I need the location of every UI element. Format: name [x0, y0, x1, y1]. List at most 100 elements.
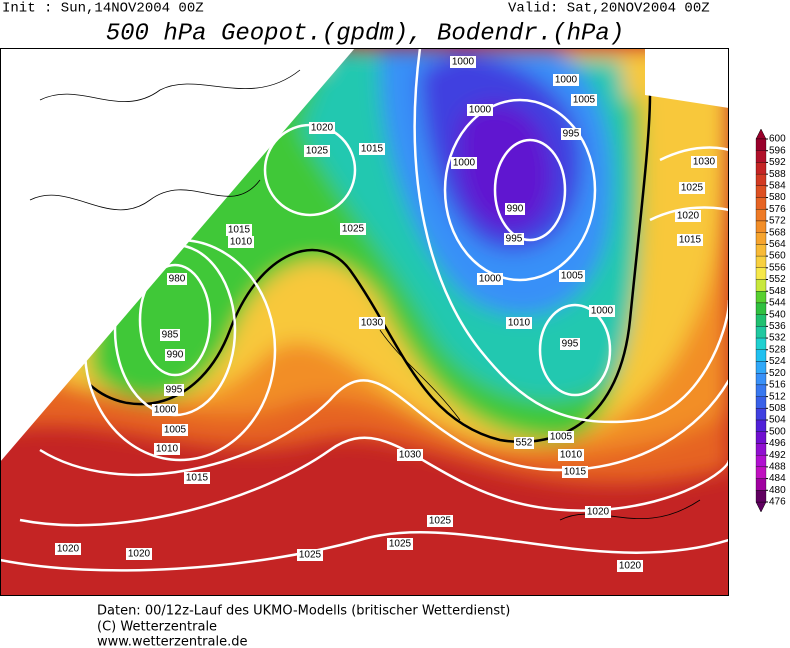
isobar-label-bg — [675, 210, 701, 222]
colorbar-swatch — [755, 279, 767, 292]
colorbar-swatch — [755, 255, 767, 268]
isobar-label: 1025 — [429, 516, 452, 527]
colorbar-swatch — [755, 490, 767, 503]
colorbar-label: 540 — [769, 309, 786, 320]
isobar-label-bg — [427, 515, 453, 527]
colorbar-label: 592 — [769, 157, 786, 168]
colorbar-label: 532 — [769, 333, 786, 344]
colorbar-label: 548 — [769, 286, 786, 297]
colorbar-label: 484 — [769, 473, 786, 484]
colorbar-label: 544 — [769, 298, 786, 309]
isobar-label: 1030 — [399, 450, 422, 461]
isobar-label: 1020 — [128, 549, 151, 560]
colorbar-label: 516 — [769, 380, 786, 391]
colorbar-label: 552 — [769, 274, 786, 285]
isobar-label-bg — [506, 317, 532, 329]
isobar-label: 1030 — [693, 157, 716, 168]
isobar-label-bg — [571, 94, 597, 106]
isobar-label: 995 — [506, 234, 523, 245]
colorbar-swatch — [755, 291, 767, 304]
colorbar-swatch — [755, 173, 767, 186]
colorbar-label: 500 — [769, 426, 786, 437]
colorbar-label: 488 — [769, 462, 786, 473]
isobar-label: 1025 — [389, 539, 412, 550]
isobar-label: 552 — [516, 438, 533, 449]
isobar-label: 1000 — [453, 158, 476, 169]
colorbar-swatch — [755, 232, 767, 245]
colorbar-label: 576 — [769, 204, 786, 215]
isobar-label-bg — [165, 349, 185, 361]
isobar-label-bg — [562, 466, 588, 478]
isobar-label-bg — [560, 338, 580, 350]
isobar-label-bg — [548, 431, 574, 443]
isobar-label: 1025 — [342, 224, 365, 235]
isobar-label-bg — [309, 122, 335, 134]
colorbar-label: 568 — [769, 227, 786, 238]
isobar-label-bg — [553, 74, 579, 86]
colorbar-swatch — [755, 138, 767, 151]
isobar-label: 1000 — [479, 274, 502, 285]
isobar-label-bg — [397, 449, 423, 461]
isobar-label: 995 — [563, 129, 580, 140]
colorbar-swatch — [755, 162, 767, 175]
colorbar-label: 564 — [769, 239, 786, 250]
isobar-label: 1015 — [679, 235, 702, 246]
isobar-label-bg — [589, 305, 615, 317]
isobar-label: 1005 — [164, 425, 187, 436]
isobar-label-bg — [617, 560, 643, 572]
isobar-label: 1020 — [587, 507, 610, 518]
footer-line: (C) Wetterzentrale — [97, 620, 217, 635]
colorbar-swatch — [755, 443, 767, 456]
isobar-label-bg — [477, 273, 503, 285]
colorbar-swatch — [755, 478, 767, 491]
isobar-label: 1020 — [619, 561, 642, 572]
isobar-label: 1010 — [156, 444, 179, 455]
isobar-label-bg — [467, 104, 493, 116]
colorbar-swatch — [755, 197, 767, 210]
isobar-label: 1015 — [361, 144, 384, 155]
colorbar-label: 556 — [769, 262, 786, 273]
isobar-label: 1000 — [452, 57, 475, 68]
isobar-label-bg — [340, 223, 366, 235]
isobar-label-bg — [152, 404, 178, 416]
colorbar-label: 560 — [769, 251, 786, 262]
isobar-label-bg — [585, 506, 611, 518]
colorbar-label: 524 — [769, 356, 786, 367]
colorbar-label: 496 — [769, 438, 786, 449]
isobar-label: 1020 — [311, 123, 334, 134]
colorbar-label: 512 — [769, 391, 786, 402]
isobar-label: 1000 — [154, 405, 177, 416]
colorbar-label: 584 — [769, 180, 786, 191]
isobar-label: 1020 — [57, 544, 80, 555]
colorbar-swatch — [755, 220, 767, 233]
valid-label: Valid: Sat,20NOV2004 00Z — [508, 1, 710, 17]
isobar-label-bg — [677, 234, 703, 246]
isobar-label: 1025 — [681, 183, 704, 194]
isobar-label: 1015 — [228, 225, 251, 236]
isobar-label-bg — [162, 424, 188, 436]
isobar-label-bg — [558, 449, 584, 461]
isobar-label-bg — [126, 548, 152, 560]
isobar-label-bg — [160, 329, 180, 341]
colorbar-swatch — [755, 408, 767, 421]
isobar-label-bg — [691, 156, 717, 168]
colorbar-swatch — [755, 244, 767, 257]
isobar-label-bg — [297, 549, 323, 561]
colorbar-swatch — [755, 326, 767, 339]
isobar-label-bg — [164, 384, 184, 396]
colorbar-swatch — [755, 455, 767, 468]
map-frame — [0, 48, 729, 596]
isobar-label: 1020 — [677, 211, 700, 222]
isobar-label: 990 — [167, 350, 184, 361]
colorbar-swatch — [755, 150, 767, 163]
no-data-east — [645, 48, 729, 108]
colorbar-cap-top — [755, 128, 767, 140]
colorbar-swatch — [755, 314, 767, 327]
colorbar-swatch — [755, 466, 767, 479]
colorbar: 6005965925885845805765725685645605565525… — [755, 128, 786, 513]
isobar-label-bg — [55, 543, 81, 555]
colorbar-label: 588 — [769, 169, 786, 180]
isobar-label-bg — [450, 56, 476, 68]
isobar-label-bg — [226, 224, 252, 236]
colorbar-swatch — [755, 373, 767, 386]
